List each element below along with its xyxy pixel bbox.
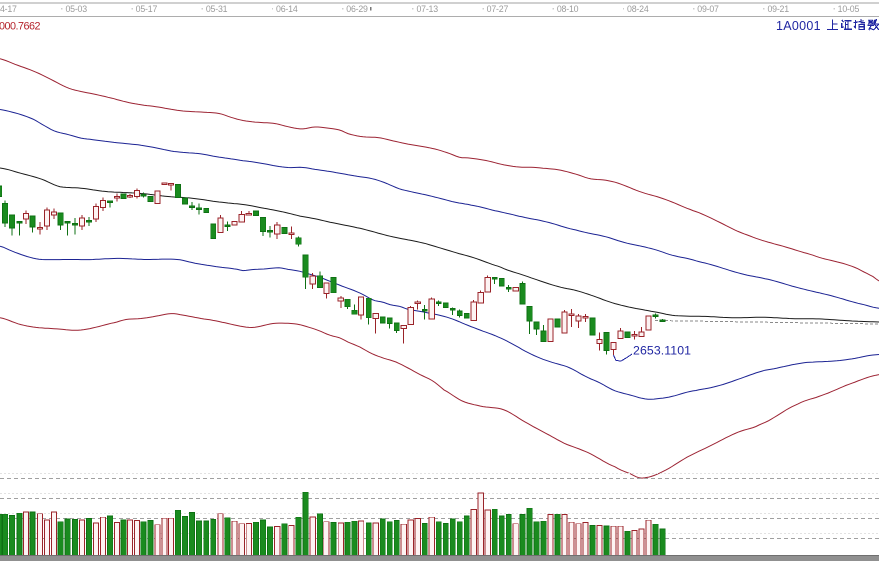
svg-text:1A0001: 1A0001 <box>776 19 821 33</box>
svg-text:09-21: 09-21 <box>767 4 789 14</box>
svg-text:06-29: 06-29 <box>346 4 368 14</box>
svg-text:09-07: 09-07 <box>697 4 719 14</box>
svg-text:05-31: 05-31 <box>206 4 228 14</box>
svg-text:07-13: 07-13 <box>416 4 438 14</box>
svg-text:05-17: 05-17 <box>136 4 158 14</box>
svg-text:08-24: 08-24 <box>627 4 649 14</box>
svg-text:000.7662: 000.7662 <box>0 21 41 33</box>
svg-text:06-14: 06-14 <box>276 4 298 14</box>
svg-text:07-27: 07-27 <box>487 4 509 14</box>
svg-text:2653.1101: 2653.1101 <box>633 344 691 358</box>
svg-text:08-10: 08-10 <box>557 4 579 14</box>
svg-text:04-17: 04-17 <box>0 4 17 14</box>
svg-text:05-03: 05-03 <box>65 4 87 14</box>
svg-text:10-05: 10-05 <box>838 4 860 14</box>
